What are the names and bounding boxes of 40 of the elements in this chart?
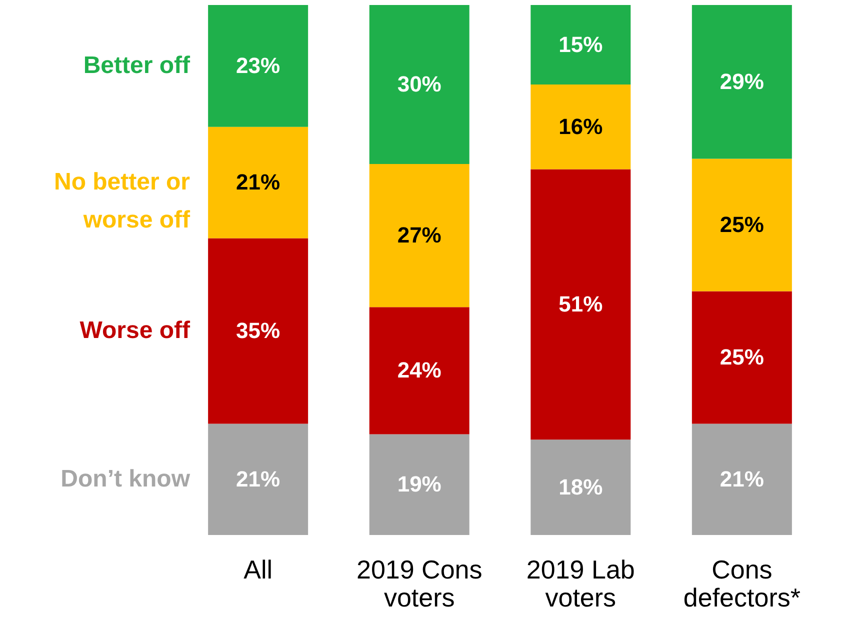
bar bbox=[369, 434, 470, 535]
data-label: 18% bbox=[558, 474, 603, 500]
data-label: 15% bbox=[558, 32, 603, 57]
bar bbox=[530, 440, 631, 535]
data-label: 25% bbox=[720, 344, 764, 370]
data-label: 24% bbox=[397, 358, 442, 383]
data-label: 30% bbox=[397, 72, 442, 96]
series-label: No better or worse off bbox=[54, 168, 191, 234]
data-label: 16% bbox=[558, 114, 603, 139]
data-label: 51% bbox=[558, 291, 603, 316]
bar bbox=[530, 169, 631, 440]
data-label: 19% bbox=[397, 472, 442, 497]
bar bbox=[692, 5, 792, 159]
bar bbox=[208, 424, 308, 535]
series-label: Worse off bbox=[80, 316, 191, 344]
data-label: 21% bbox=[236, 466, 280, 492]
data-label: 23% bbox=[236, 52, 280, 78]
bar bbox=[692, 291, 792, 424]
bar bbox=[208, 5, 308, 127]
data-label: 29% bbox=[720, 68, 764, 94]
x-tick-label: All bbox=[244, 554, 273, 584]
bar bbox=[369, 307, 470, 434]
bar bbox=[208, 238, 308, 424]
series-label: Don’t know bbox=[60, 465, 190, 492]
data-label: 21% bbox=[720, 466, 764, 492]
data-label: 35% bbox=[236, 318, 280, 343]
bar bbox=[692, 158, 792, 292]
series-label: Better off bbox=[83, 52, 191, 79]
bar bbox=[530, 84, 631, 170]
x-tick-label: 2019 Cons voters bbox=[356, 554, 482, 612]
data-label: 25% bbox=[720, 212, 764, 237]
data-label: 21% bbox=[236, 170, 280, 195]
bar bbox=[369, 5, 470, 164]
bar bbox=[208, 126, 308, 238]
bar bbox=[530, 5, 631, 84]
bar bbox=[369, 164, 470, 308]
data-label: 27% bbox=[397, 222, 442, 248]
x-tick-label: Cons defectors* bbox=[683, 554, 800, 612]
x-tick-label: 2019 Lab voters bbox=[526, 554, 635, 612]
bar bbox=[692, 424, 792, 535]
